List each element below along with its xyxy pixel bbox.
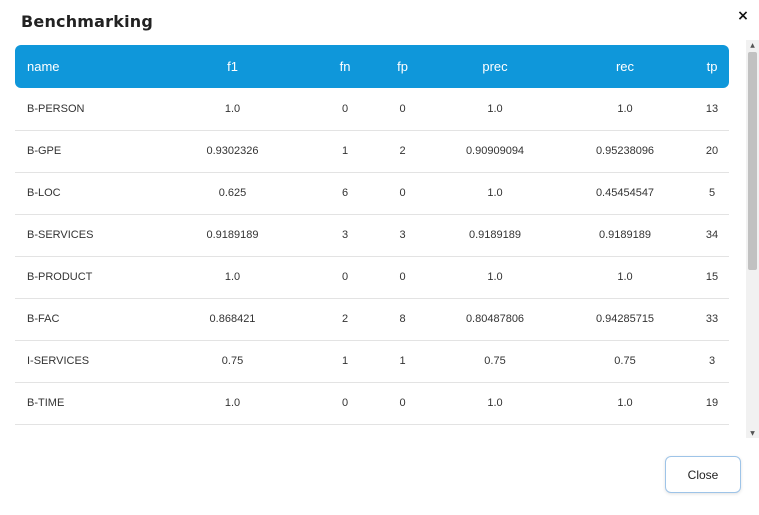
table-row: B-FAC 0.868421 2 8 0.80487806 0.94285715…: [15, 298, 729, 340]
cell-tp: 20: [705, 145, 719, 157]
cell-prec: 0.80487806: [465, 313, 525, 325]
cell-fp: 0: [399, 187, 406, 199]
dialog-title: Benchmarking: [21, 12, 154, 31]
cell-prec: 1.0: [487, 102, 503, 115]
cell-rec: 0.9189189: [599, 229, 651, 241]
cell-name: B-GPE: [27, 145, 62, 157]
cell-name: I-SERVICES: [27, 355, 90, 367]
cell-fp: 3: [399, 229, 406, 241]
cell-f1: 1.0: [224, 102, 241, 115]
cell-fp: 8: [399, 313, 406, 325]
cell-name: B-SERVICES: [27, 229, 94, 241]
cell-rec: 0.95238096: [595, 145, 655, 157]
cell-f1: 1.0: [224, 397, 241, 409]
column-header-name[interactable]: name: [27, 59, 60, 74]
cell-fn: 0: [341, 271, 349, 283]
close-icon[interactable]: ×: [737, 8, 749, 24]
column-header-rec[interactable]: rec: [615, 59, 635, 74]
cell-fn: 2: [341, 313, 349, 325]
scroll-down-arrow-icon[interactable]: ▼: [750, 429, 755, 437]
column-header-fn[interactable]: fn: [339, 59, 351, 74]
cell-rec: 1.0: [617, 397, 633, 409]
cell-name: B-PRODUCT: [27, 271, 93, 283]
cell-name: B-PERSON: [27, 102, 85, 115]
cell-prec: 1.0: [487, 271, 503, 283]
cell-fp: 2: [399, 145, 406, 157]
column-header-prec[interactable]: prec: [482, 59, 508, 74]
cell-fn: 1: [341, 145, 349, 157]
cell-prec: 0.9189189: [469, 229, 521, 241]
cell-rec: 0.94285715: [595, 313, 655, 325]
cell-name: B-TIME: [27, 397, 65, 409]
benchmark-table-container: name f1 fn fp prec rec tp B-PERSON 1.0 0…: [15, 45, 729, 437]
vertical-scrollbar[interactable]: ▲ ▼: [746, 40, 759, 438]
table-header-row: name f1 fn fp prec rec tp: [15, 45, 729, 88]
cell-tp: 15: [705, 271, 719, 283]
cell-fp: 0: [399, 271, 406, 283]
cell-f1: 0.9189189: [206, 229, 259, 241]
cell-rec: 1.0: [617, 271, 633, 283]
table-row: B-PRODUCT 1.0 0 0 1.0 1.0 15: [15, 256, 729, 298]
table-row: B-PERSON 1.0 0 0 1.0 1.0 13: [15, 88, 729, 130]
cell-f1: 1.0: [224, 271, 241, 283]
table-row: I-SERVICES 0.75 1 1 0.75 0.75 3: [15, 340, 729, 382]
scrollbar-thumb[interactable]: [748, 52, 757, 270]
cell-fp: 0: [399, 397, 406, 409]
cell-prec: 1.0: [487, 187, 503, 199]
benchmark-table: name f1 fn fp prec rec tp B-PERSON 1.0 0…: [15, 45, 729, 425]
cell-name: B-LOC: [27, 187, 61, 199]
cell-f1: 0.625: [218, 187, 247, 199]
cell-tp: 33: [705, 313, 719, 325]
cell-tp: 34: [705, 229, 719, 241]
cell-fn: 6: [341, 187, 349, 199]
cell-name: B-FAC: [27, 313, 60, 325]
cell-fp: 0: [399, 102, 406, 115]
cell-rec: 0.45454547: [595, 187, 655, 199]
cell-prec: 0.90909094: [465, 145, 525, 157]
scroll-up-arrow-icon[interactable]: ▲: [750, 41, 755, 49]
table-row: B-LOC 0.625 6 0 1.0 0.45454547 5: [15, 172, 729, 214]
cell-fn: 3: [341, 229, 349, 241]
cell-tp: 5: [708, 187, 716, 199]
column-header-f1[interactable]: f1: [227, 59, 238, 74]
cell-prec: 1.0: [487, 397, 503, 409]
cell-tp: 19: [705, 397, 719, 409]
column-header-fp[interactable]: fp: [397, 59, 408, 74]
column-header-tp[interactable]: tp: [706, 59, 718, 74]
cell-f1: 0.75: [221, 355, 244, 367]
cell-prec: 0.75: [484, 355, 506, 367]
table-row: B-GPE 0.9302326 1 2 0.90909094 0.9523809…: [15, 130, 729, 172]
cell-rec: 0.75: [614, 355, 636, 367]
cell-rec: 1.0: [617, 102, 633, 115]
close-button[interactable]: Close: [665, 456, 741, 493]
table-row: B-TIME 1.0 0 0 1.0 1.0 19: [15, 382, 729, 424]
cell-f1: 0.9302326: [206, 145, 259, 157]
table-row: B-SERVICES 0.9189189 3 3 0.9189189 0.918…: [15, 214, 729, 256]
cell-fn: 1: [341, 355, 349, 367]
cell-fn: 0: [341, 397, 349, 409]
cell-fn: 0: [341, 102, 349, 115]
cell-tp: 3: [708, 355, 716, 367]
cell-tp: 13: [705, 102, 719, 115]
cell-fp: 1: [399, 355, 406, 367]
cell-f1: 0.868421: [209, 313, 256, 325]
